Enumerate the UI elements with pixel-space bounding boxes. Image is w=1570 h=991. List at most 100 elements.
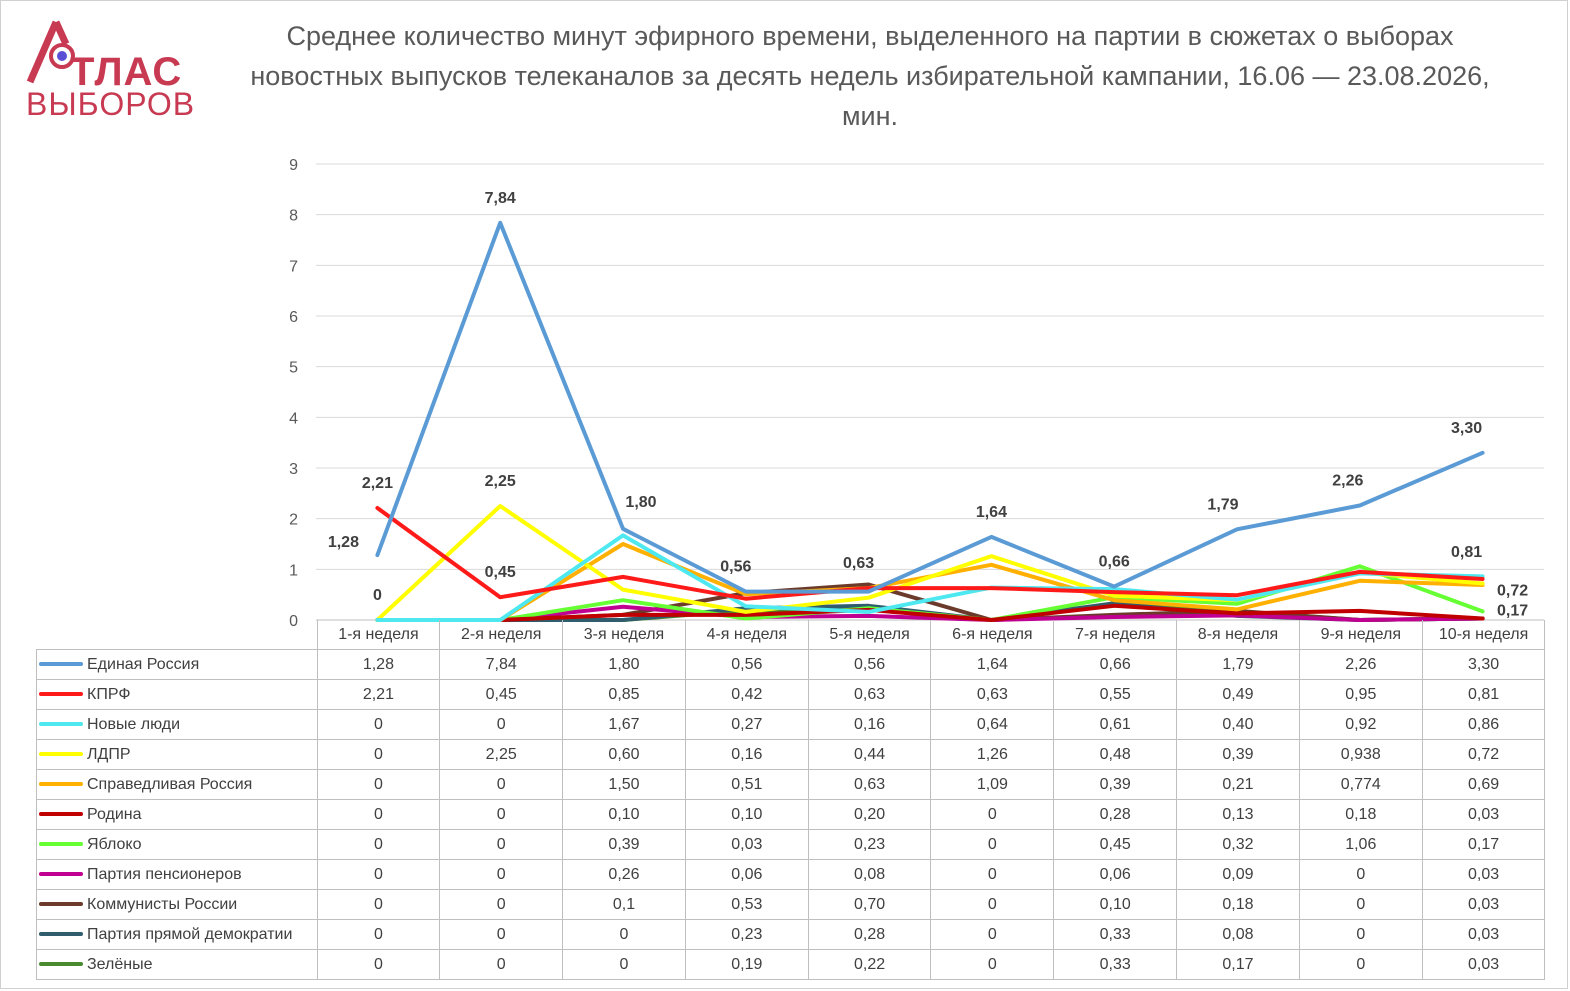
table-cell: 0,66 (1053, 649, 1178, 680)
y-tick-label: 5 (289, 360, 298, 377)
series-name-label: Справедливая Россия (87, 775, 253, 793)
table-cell: 0,03 (684, 829, 809, 860)
series-name-label: Родина (87, 805, 142, 823)
table-cell: 1,26 (930, 739, 1055, 770)
table-cell: 0 (930, 799, 1055, 830)
table-cell: 0,85 (562, 679, 686, 710)
table-cell: 2,21 (316, 679, 441, 710)
table-cell: 0,10 (1053, 889, 1178, 920)
table-cell: 0 (930, 829, 1055, 860)
table-row: Коммунисты России 0 0 0,1 0,53 0,70 0 0,10 0,18 0… (36, 889, 1546, 920)
x-category-label: 3-я неделя (562, 620, 686, 650)
logo-text-bottom: ВЫБОРОВ (26, 86, 196, 122)
table-cell: 0,63 (807, 679, 932, 710)
table-cell: 1,64 (930, 649, 1055, 680)
x-category-label: 7-я неделя (1053, 620, 1178, 650)
series-line (375, 604, 1485, 622)
table-cell: 0 (562, 919, 686, 950)
table-cell: 0,63 (807, 769, 932, 800)
y-tick-label: 3 (289, 461, 298, 478)
table-cell: 0,16 (807, 709, 932, 740)
y-tick-label: 0 (289, 613, 298, 630)
logo-text-top: ТЛАС (70, 50, 183, 94)
table-cell: 0,55 (1053, 679, 1178, 710)
table-cell: 0,28 (807, 919, 932, 950)
table-row: КПРФ 2,21 0,45 0,85 0,42 0,63 0,63 0,55 0,49 0,95… (36, 679, 1546, 710)
series-name-label: Партия прямой демократии (87, 925, 293, 943)
table-cell: 1,09 (930, 769, 1055, 800)
table-cell: 0 (316, 769, 441, 800)
table-cell: 0,33 (1053, 919, 1178, 950)
table-cell: 0,39 (1176, 739, 1300, 770)
x-category-label: 5-я неделя (807, 620, 932, 650)
y-tick-label: 7 (289, 258, 298, 275)
x-category-label: 4-я неделя (684, 620, 809, 650)
y-tick-label: 1 (289, 562, 298, 579)
legend-swatch (39, 812, 83, 817)
table-cell: 0,61 (1053, 709, 1178, 740)
data-label: 2,21 (362, 475, 393, 492)
table-cell: 0 (439, 709, 564, 740)
table-cell: 0,17 (1176, 949, 1300, 980)
data-table: 1-я неделя 2-я неделя 3-я неделя 4-я неделя… (36, 620, 1546, 980)
table-cell: 0,03 (1421, 949, 1546, 980)
table-cell: 0 (439, 919, 564, 950)
legend-swatch (39, 842, 83, 847)
table-cell: 0 (1298, 949, 1423, 980)
legend-entry: Партия прямой демократии (36, 919, 318, 950)
table-row: Родина 0 0 0,10 0,10 0,20 0 0,28 0,13 0,18 0,03 (36, 799, 1546, 830)
table-cell: 0 (439, 949, 564, 980)
data-label: 0,81 (1451, 544, 1482, 561)
table-cell: 0 (439, 829, 564, 860)
table-cell: 1,79 (1176, 649, 1300, 680)
table-cell: 1,50 (562, 769, 686, 800)
legend-entry: Яблоко (36, 829, 318, 860)
table-cell: 1,06 (1298, 829, 1423, 860)
data-label: 1,80 (625, 494, 656, 511)
legend-swatch (39, 692, 83, 697)
table-cell: 3,30 (1421, 649, 1546, 680)
table-cell: 0 (316, 739, 441, 770)
table-cell: 0 (316, 949, 441, 980)
table-cell: 0,32 (1176, 829, 1300, 860)
table-cell: 0,10 (562, 799, 686, 830)
table-cell: 0,1 (562, 889, 686, 920)
table-cell: 0,33 (1053, 949, 1178, 980)
legend-entry: КПРФ (36, 679, 318, 710)
table-cell: 0,18 (1176, 889, 1300, 920)
table-cell: 0,86 (1421, 709, 1546, 740)
table-cell: 1,28 (316, 649, 441, 680)
table-cell: 0,56 (807, 649, 932, 680)
data-label: 7,84 (485, 190, 516, 207)
series-name-label: Единая Россия (87, 655, 200, 673)
legend-entry: Справедливая Россия (36, 769, 318, 800)
table-cell: 0,20 (807, 799, 932, 830)
table-cell: 0,69 (1421, 769, 1546, 800)
series-name-label: Новые люди (87, 715, 181, 733)
table-cell: 0,64 (930, 709, 1055, 740)
table-cell: 0 (1298, 919, 1423, 950)
legend-swatch (39, 902, 83, 907)
table-cell: 0,19 (684, 949, 809, 980)
legend-swatch (39, 872, 83, 877)
table-cell: 0,18 (1298, 799, 1423, 830)
table-cell: 0,95 (1298, 679, 1423, 710)
table-cell: 0 (316, 799, 441, 830)
table-cell: 0,03 (1421, 799, 1546, 830)
x-category-label: 10-я неделя (1421, 620, 1546, 650)
x-category-label: 8-я неделя (1176, 620, 1300, 650)
legend-swatch (39, 932, 83, 937)
table-cell: 0,22 (807, 949, 932, 980)
table-cell: 1,67 (562, 709, 686, 740)
table-cell: 0 (439, 799, 564, 830)
table-row: Новые люди 0 0 1,67 0,27 0,16 0,64 0,61 0,40 0,92… (36, 709, 1546, 740)
table-cell: 0,81 (1421, 679, 1546, 710)
table-cell: 0,39 (562, 829, 686, 860)
legend-entry: Родина (36, 799, 318, 830)
table-cell: 0,49 (1176, 679, 1300, 710)
table-cell: 0,39 (1053, 769, 1178, 800)
table-row: Партия пенсионеров 0 0 0,26 0,06 0,08 0 0,06 0,0… (36, 859, 1546, 890)
table-row: Единая Россия 1,28 7,84 1,80 0,56 0,56 1,64 0,6… (36, 649, 1546, 680)
table-cell: 2,25 (439, 739, 564, 770)
